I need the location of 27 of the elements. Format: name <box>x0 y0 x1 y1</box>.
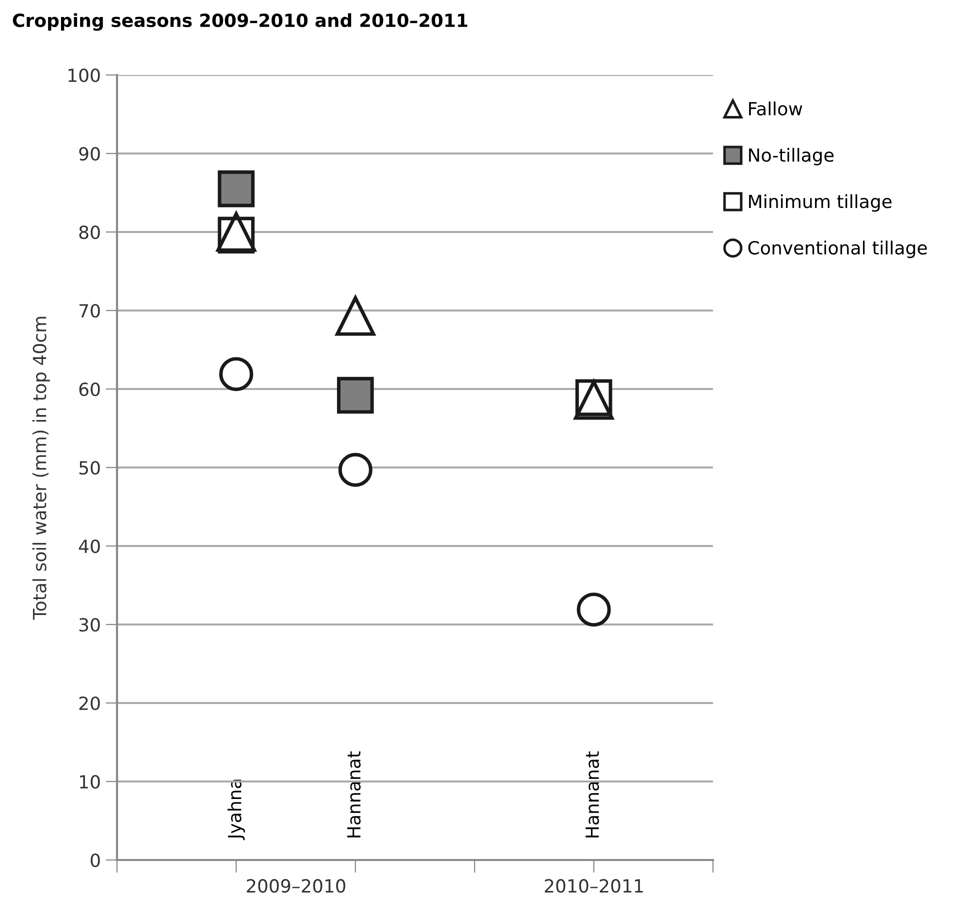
legend-label: Fallow <box>749 102 802 116</box>
x-tick-label: Hannanat <box>347 751 361 838</box>
y-tick-label: 90 <box>79 146 100 161</box>
text: 2009–2010 <box>246 879 346 893</box>
y-tick-label: 20 <box>79 696 100 710</box>
chart-title: Cropping seasons 2009–2010 and 2010–2011 <box>12 13 468 31</box>
legend-label: Minimum tillage <box>749 194 892 212</box>
point <box>219 357 254 392</box>
y-tick-label: 40 <box>78 539 100 554</box>
legend-label: No-tillage <box>749 148 834 166</box>
y-axis-title: Total soil water (mm) in top 40cm <box>32 316 50 620</box>
y-tick-label: 70 <box>80 304 100 318</box>
point <box>336 296 376 336</box>
y-tick-label: 100 <box>68 68 100 82</box>
y-tick-label: 80 <box>79 225 100 240</box>
point <box>337 376 374 414</box>
y-tick-label: 50 <box>79 460 100 475</box>
point <box>576 592 611 627</box>
point <box>338 452 372 487</box>
y-tick-label: 30 <box>79 618 100 632</box>
x-tick-label: Hannanat <box>586 751 600 838</box>
legend-label: Conventional tillage <box>748 240 927 258</box>
y-tick-label: 0 <box>90 853 100 868</box>
y-tick-label: 10 <box>80 774 100 789</box>
point <box>218 170 255 208</box>
y-tick-label: 60 <box>79 382 100 396</box>
text: 2010–2011 <box>544 879 643 893</box>
